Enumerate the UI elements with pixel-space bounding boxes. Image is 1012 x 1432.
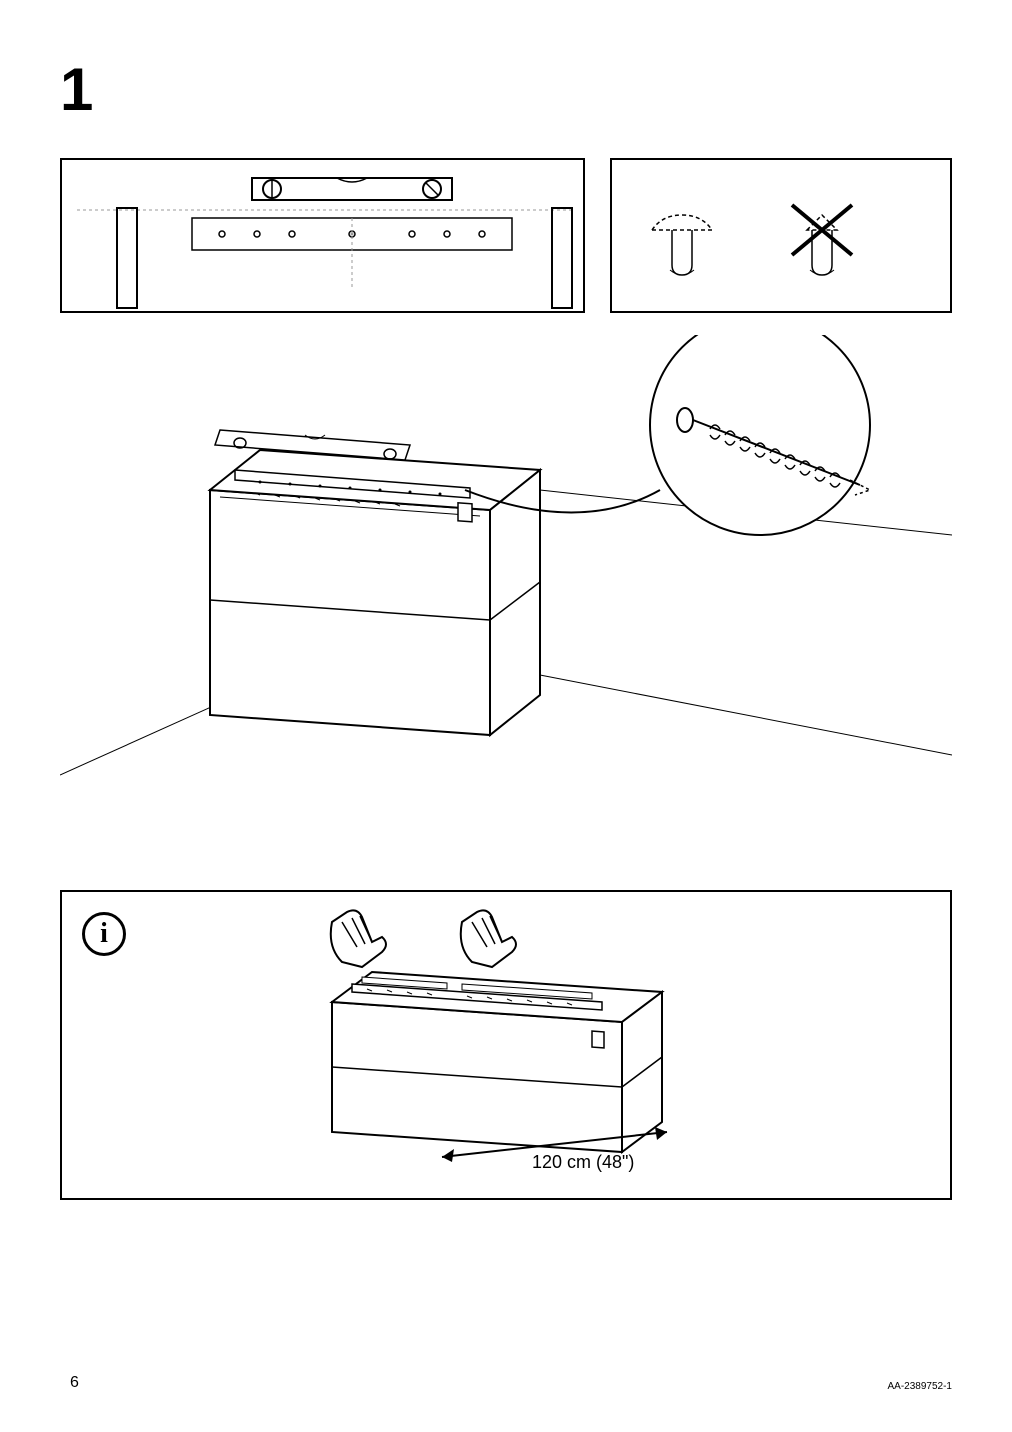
- panel-level-alignment: [60, 158, 585, 313]
- dimension-text: 120 cm (48"): [532, 1152, 634, 1173]
- screw-allowed-icon: [652, 215, 712, 275]
- panel-isometric-cabinet: [60, 335, 952, 805]
- screw-not-allowed-icon: [792, 205, 852, 275]
- hand-left-icon: [331, 910, 386, 967]
- cabinet-icon: [210, 450, 540, 735]
- info-icon: i: [82, 912, 126, 956]
- step-number: 1: [60, 55, 93, 124]
- panel-two-person-carry: i: [60, 890, 952, 1200]
- cabinet-wide-icon: [332, 972, 662, 1152]
- page-number: 6: [70, 1374, 79, 1392]
- panel-screw-types: [610, 158, 952, 313]
- hand-right-icon: [461, 910, 516, 967]
- document-code: AA-2389752-1: [888, 1381, 953, 1392]
- level-tool-icon: [252, 178, 452, 200]
